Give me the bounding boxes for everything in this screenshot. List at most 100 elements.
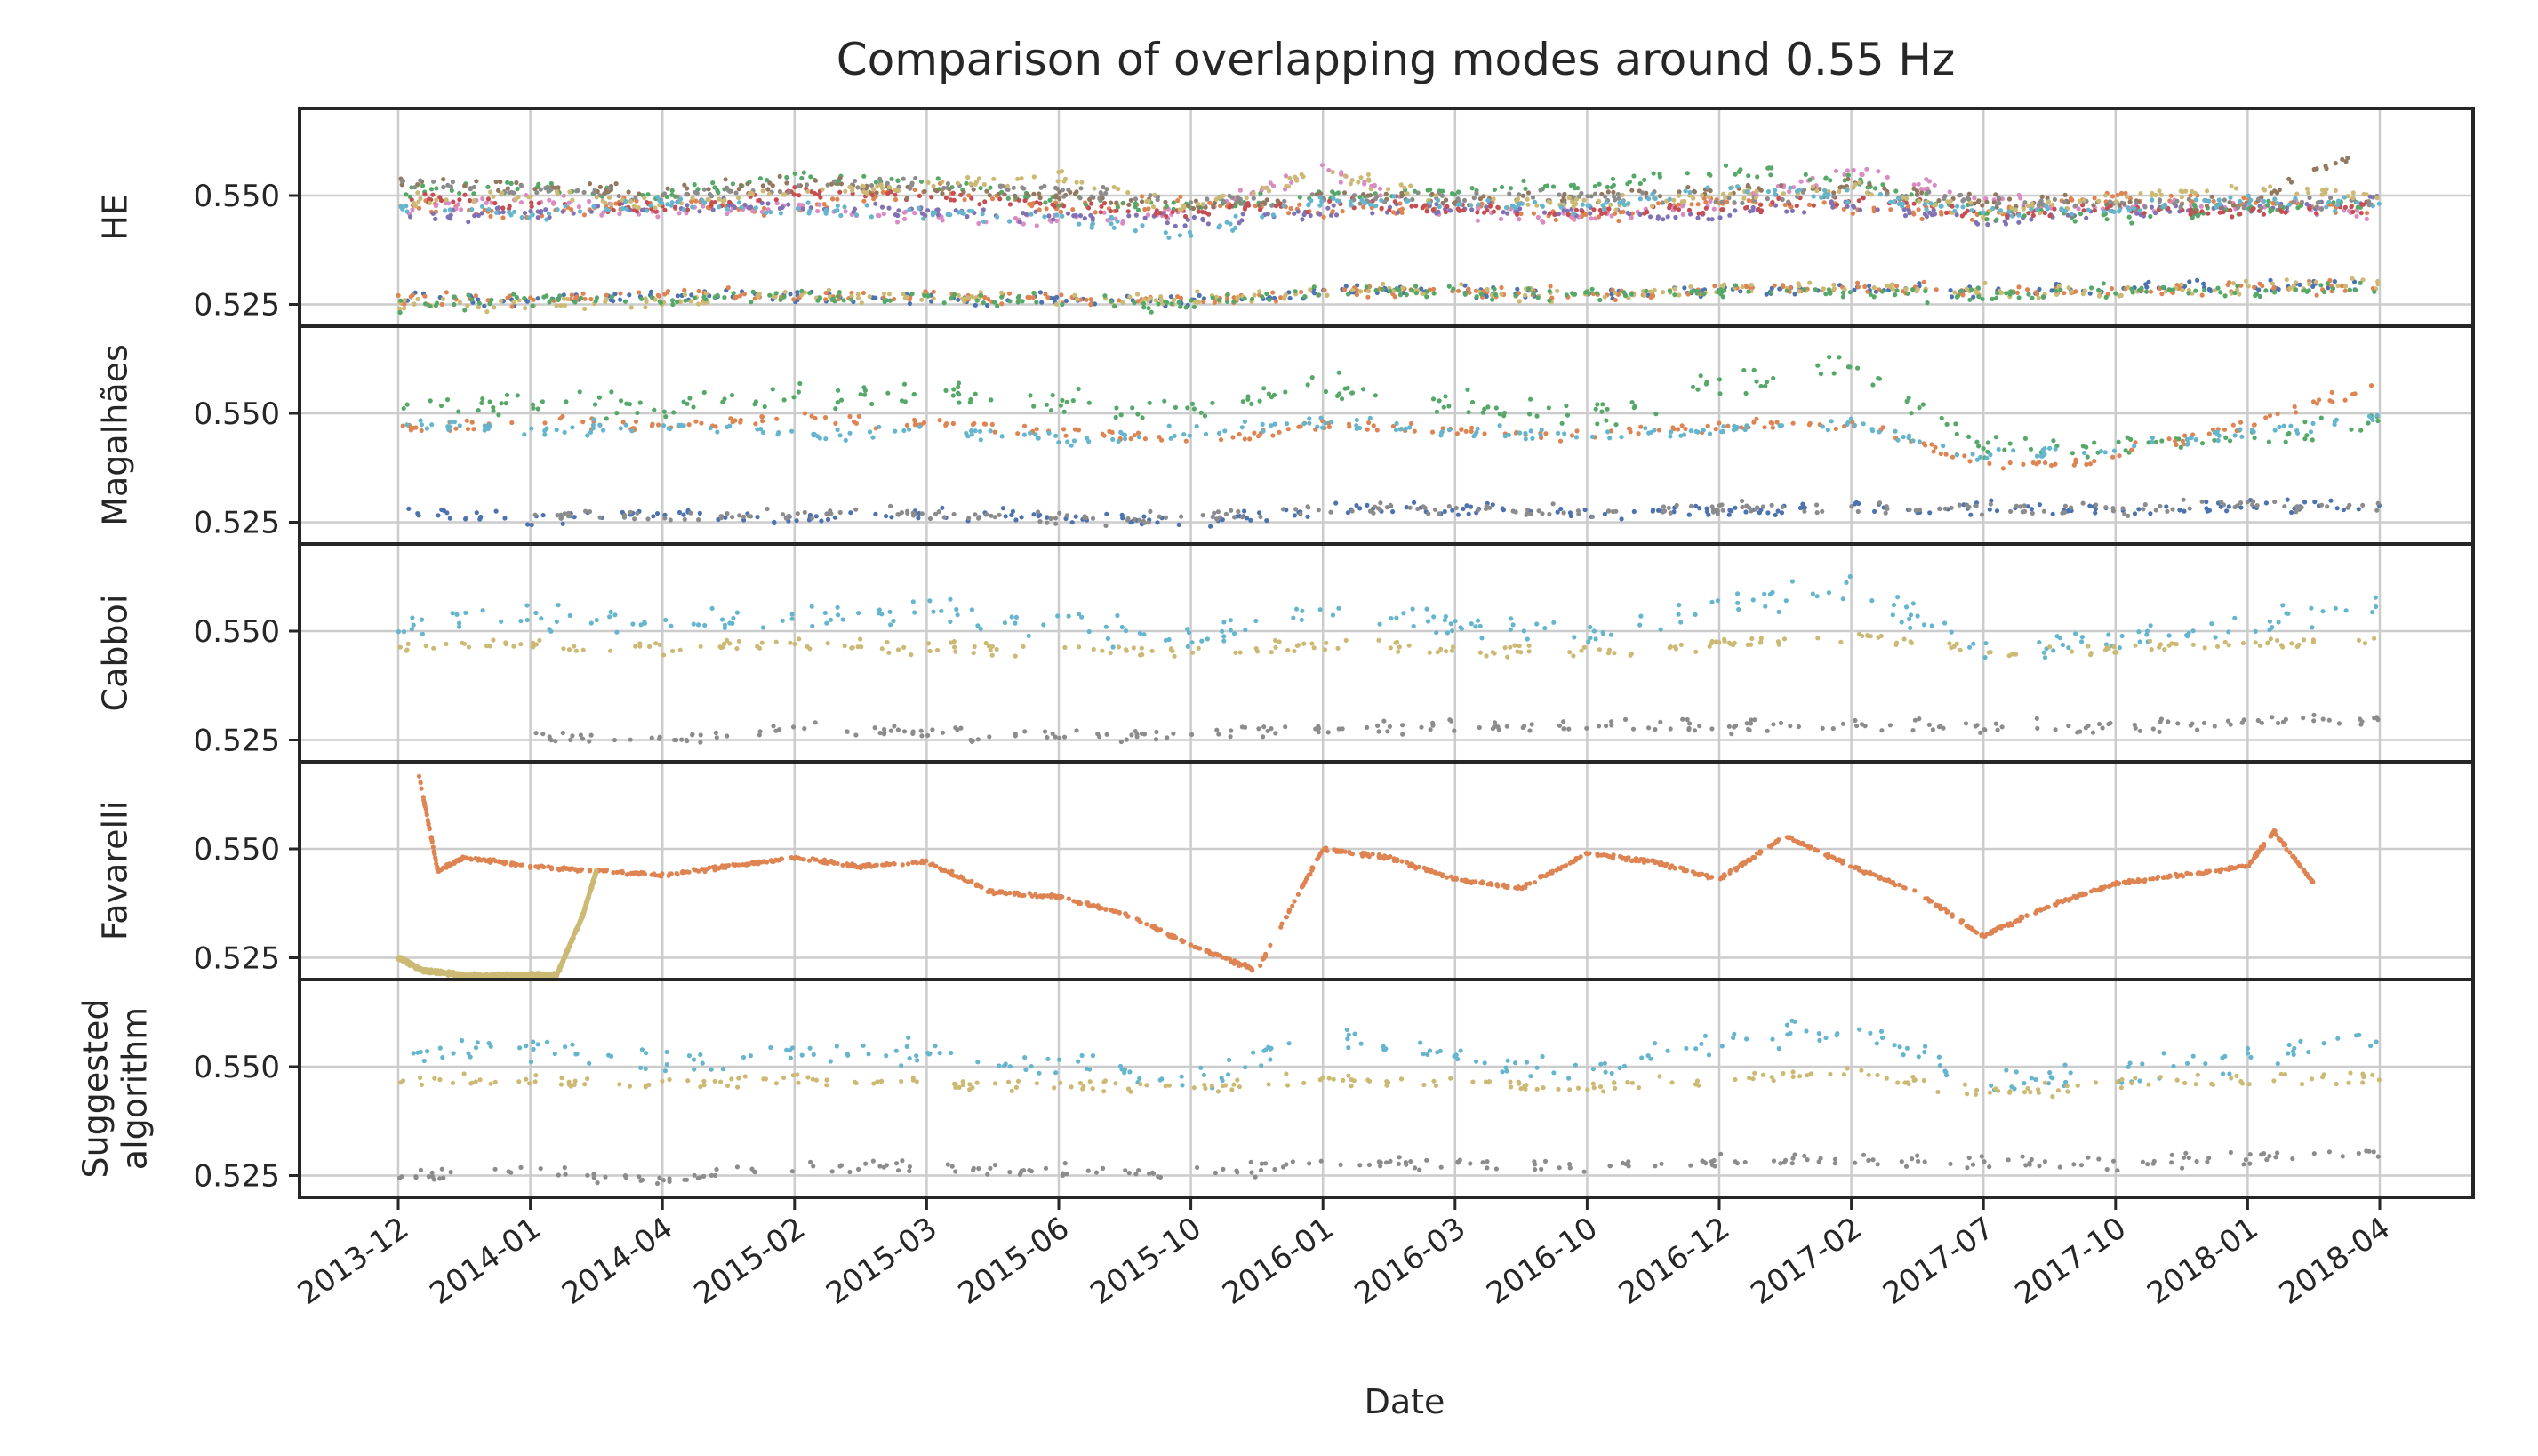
data-point bbox=[1638, 424, 1644, 429]
data-point bbox=[503, 401, 508, 406]
data-point bbox=[819, 518, 824, 524]
data-point bbox=[1076, 428, 1081, 433]
data-point bbox=[1950, 454, 1956, 460]
data-point bbox=[1714, 507, 1719, 512]
data-point bbox=[2297, 282, 2302, 287]
data-point bbox=[951, 387, 957, 392]
data-point bbox=[1508, 186, 1514, 191]
data-point bbox=[1230, 228, 1236, 233]
data-point bbox=[1777, 423, 1782, 428]
data-point bbox=[1071, 438, 1077, 444]
data-point bbox=[2267, 412, 2273, 419]
data-point bbox=[1367, 415, 1373, 420]
data-point bbox=[1910, 438, 1916, 444]
data-point bbox=[1379, 205, 1384, 211]
data-point bbox=[1243, 628, 1248, 633]
data-point bbox=[697, 209, 702, 214]
data-point bbox=[2259, 205, 2264, 211]
data-point bbox=[1656, 428, 1662, 433]
data-point bbox=[2281, 423, 2286, 428]
data-point bbox=[991, 176, 997, 181]
data-point bbox=[1158, 294, 1164, 300]
data-point bbox=[1983, 641, 1989, 646]
data-point bbox=[1333, 212, 1340, 218]
data-point bbox=[1995, 201, 2000, 207]
panel-points bbox=[400, 355, 2382, 529]
data-point bbox=[1532, 199, 1538, 204]
data-point bbox=[1142, 436, 1148, 442]
data-point bbox=[2002, 447, 2007, 452]
data-point bbox=[1309, 192, 1315, 197]
data-point bbox=[861, 173, 867, 179]
data-point bbox=[886, 292, 893, 297]
data-point bbox=[1672, 286, 1677, 292]
data-point bbox=[1969, 217, 1974, 222]
data-point bbox=[2329, 389, 2334, 395]
data-point bbox=[1686, 512, 1692, 517]
data-point bbox=[1695, 215, 1701, 220]
data-point bbox=[606, 186, 612, 191]
data-point bbox=[1926, 189, 1932, 195]
data-point bbox=[797, 380, 803, 387]
data-point bbox=[907, 207, 912, 212]
data-point bbox=[1619, 516, 1624, 522]
data-point bbox=[587, 181, 593, 187]
data-point bbox=[1768, 290, 1774, 295]
data-point bbox=[1291, 615, 1296, 620]
data-point bbox=[491, 404, 496, 411]
data-point bbox=[1079, 614, 1085, 620]
data-point bbox=[1287, 295, 1293, 301]
data-point bbox=[415, 296, 420, 302]
data-point bbox=[2022, 213, 2027, 219]
data-point bbox=[1077, 196, 1083, 201]
data-point bbox=[1825, 428, 1830, 433]
data-point bbox=[2330, 399, 2335, 404]
data-point bbox=[692, 295, 697, 300]
data-point bbox=[770, 387, 775, 392]
data-point bbox=[1717, 377, 1722, 382]
data-point bbox=[2252, 436, 2257, 441]
data-point bbox=[1482, 431, 1487, 436]
data-point bbox=[1797, 284, 1802, 289]
data-point bbox=[1431, 614, 1437, 620]
data-point bbox=[2294, 191, 2300, 196]
data-point bbox=[1273, 299, 1278, 304]
data-point bbox=[1301, 421, 1307, 427]
data-point bbox=[518, 183, 524, 188]
data-point bbox=[2238, 198, 2243, 204]
data-point bbox=[1072, 427, 1078, 432]
data-point bbox=[1021, 221, 1026, 227]
data-point bbox=[1343, 284, 1349, 289]
data-point bbox=[1122, 432, 1128, 437]
data-point bbox=[1111, 225, 1117, 230]
data-point bbox=[1709, 504, 1715, 509]
data-point bbox=[1683, 188, 1688, 194]
data-point bbox=[2277, 424, 2282, 429]
data-point bbox=[1792, 292, 1797, 297]
data-point bbox=[1354, 417, 1359, 423]
data-point bbox=[542, 432, 548, 437]
data-point bbox=[1260, 185, 1265, 190]
data-point bbox=[1953, 421, 1958, 427]
data-point bbox=[753, 205, 758, 211]
data-point bbox=[1368, 202, 1373, 207]
data-point bbox=[1057, 196, 1062, 202]
data-point bbox=[1895, 196, 1901, 201]
data-point bbox=[662, 512, 668, 517]
data-point bbox=[1141, 297, 1147, 302]
data-point bbox=[1441, 404, 1446, 410]
data-point bbox=[1971, 641, 1976, 646]
data-point bbox=[1779, 510, 1785, 516]
data-point bbox=[1442, 618, 1447, 623]
data-point bbox=[1069, 520, 1075, 525]
data-point bbox=[1949, 505, 1954, 511]
data-point bbox=[469, 420, 475, 425]
data-point bbox=[1773, 512, 1778, 518]
data-point bbox=[786, 202, 791, 207]
data-point bbox=[1185, 627, 1190, 632]
data-point bbox=[2134, 200, 2139, 205]
data-point bbox=[409, 185, 414, 190]
data-point bbox=[573, 296, 579, 301]
data-point bbox=[1053, 301, 1060, 307]
data-point bbox=[1525, 190, 1532, 196]
